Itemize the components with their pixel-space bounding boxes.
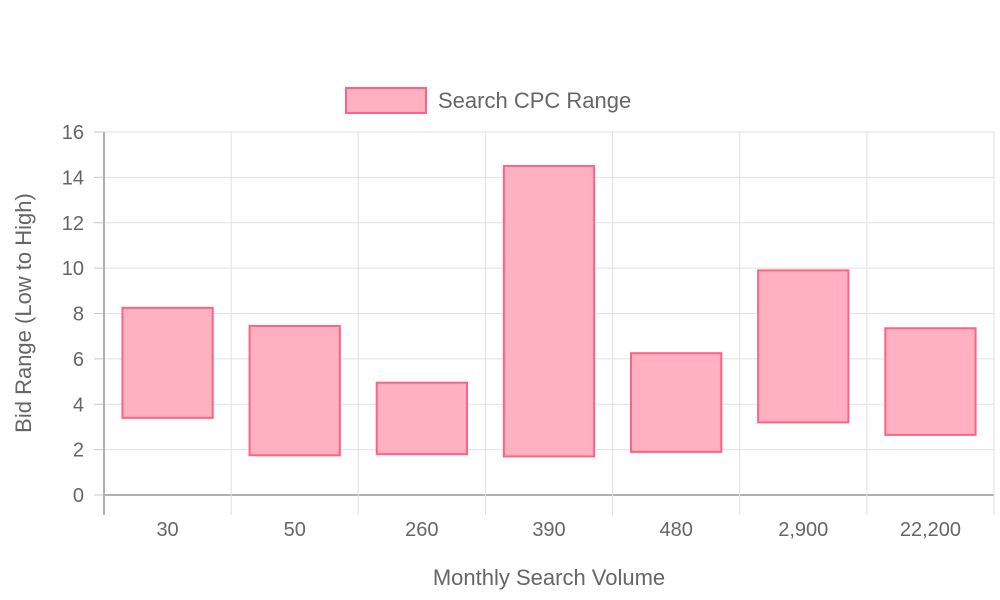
y-axis-tick-labels: 0 2 4 6 8 10 12 14 16 <box>62 122 84 507</box>
y-tick-label: 14 <box>62 167 84 189</box>
y-tick-label: 12 <box>62 213 84 235</box>
bar-50[interactable] <box>248 324 341 457</box>
x-tick-label: 390 <box>532 519 565 541</box>
bar-30[interactable] <box>121 306 214 419</box>
x-tick-label: 50 <box>284 519 306 541</box>
y-tick-label: 2 <box>73 440 84 462</box>
bar-22200[interactable] <box>884 327 977 436</box>
x-tick-label: 22,200 <box>900 519 961 541</box>
x-tick-label: 260 <box>405 519 438 541</box>
y-tick-label: 8 <box>73 304 84 326</box>
bar-390[interactable] <box>502 165 596 458</box>
bar-480[interactable] <box>630 352 723 453</box>
y-tick-label: 4 <box>73 394 84 416</box>
y-tick-label: 10 <box>62 258 84 280</box>
legend-swatch <box>345 87 427 114</box>
x-axis-title: Monthly Search Volume <box>433 565 665 590</box>
y-tick-label: 6 <box>73 349 84 371</box>
legend[interactable]: Search CPC Range <box>345 87 631 114</box>
x-axis-tick-labels: 30 50 260 390 480 2,900 22,200 <box>156 519 961 541</box>
bar-260[interactable] <box>375 381 468 456</box>
bars <box>121 165 977 458</box>
x-tick-label: 30 <box>156 519 178 541</box>
y-axis-title: Bid Range (Low to High) <box>11 193 36 433</box>
x-tick-label: 2,900 <box>778 519 828 541</box>
legend-label: Search CPC Range <box>438 88 631 113</box>
y-tick-label: 16 <box>62 122 84 144</box>
bar-2900[interactable] <box>757 269 850 424</box>
x-tick-label: 480 <box>659 519 692 541</box>
y-tick-label: 0 <box>73 485 84 507</box>
